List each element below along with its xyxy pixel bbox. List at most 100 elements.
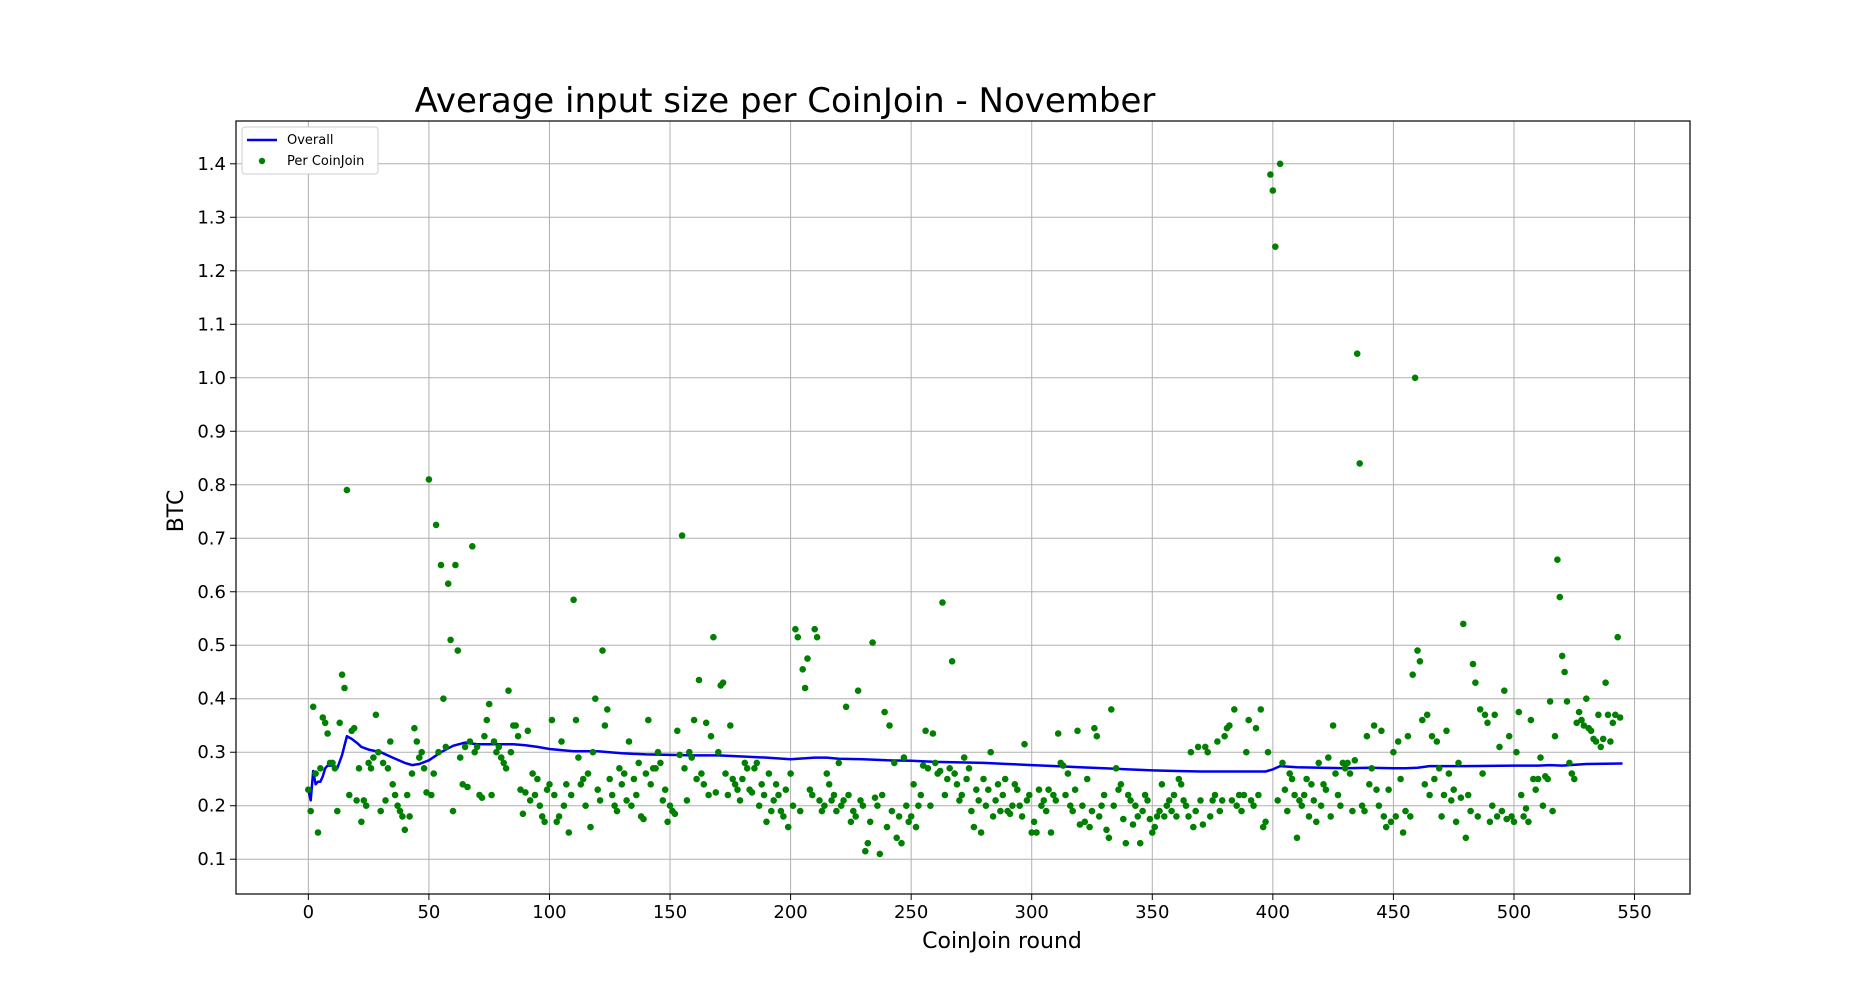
scatter-point: [1450, 786, 1457, 793]
scatter-point: [801, 684, 809, 692]
per-coinjoin-scatter-series: [305, 160, 1624, 858]
scatter-point: [1452, 818, 1460, 826]
scatter-point: [317, 765, 324, 772]
scatter-point: [657, 759, 664, 767]
scatter-point: [1513, 748, 1520, 756]
scatter-point: [1356, 460, 1363, 467]
x-axis-ticks: 0 50 100 150 200 250 300 350 400 450 500 550: [303, 894, 1652, 923]
scatter-point: [1238, 807, 1245, 815]
scatter-point: [1194, 743, 1202, 751]
scatter-point: [616, 765, 623, 772]
scatter-point: [1204, 748, 1211, 756]
scatter-point: [780, 813, 787, 820]
scatter-point: [1255, 791, 1262, 799]
x-tick-label: 100: [532, 902, 566, 923]
scatter-point: [1211, 791, 1219, 799]
scatter-point: [1009, 802, 1016, 809]
scatter-point: [722, 770, 729, 777]
scatter-point: [377, 807, 385, 815]
scatter-point: [442, 743, 450, 751]
scatter-point: [695, 676, 703, 684]
scatter-point: [1153, 813, 1161, 820]
scatter-point: [1091, 724, 1098, 732]
scatter-point: [1587, 727, 1595, 735]
scatter-point: [835, 759, 843, 767]
y-tick-label: 1.4: [197, 154, 226, 175]
scatter-point: [428, 791, 435, 799]
y-tick-label: 0.6: [197, 582, 226, 603]
scatter-point: [416, 754, 423, 761]
scatter-point: [623, 797, 630, 804]
scatter-point: [1346, 770, 1354, 777]
scatter-point: [1390, 748, 1397, 756]
scatter-point: [1264, 748, 1272, 756]
scatter-point: [1149, 829, 1156, 836]
scatter-point: [1216, 807, 1224, 815]
legend-overall-label: Overall: [287, 133, 333, 148]
scatter-point: [929, 730, 937, 737]
scatter-point: [555, 813, 563, 820]
scatter-point: [604, 706, 611, 713]
scatter-point: [531, 791, 539, 799]
scatter-point: [524, 727, 532, 735]
scatter-point: [999, 791, 1007, 799]
scatter-point: [671, 810, 679, 818]
scatter-point: [307, 807, 315, 815]
scatter-point: [845, 791, 852, 799]
scatter-point: [794, 633, 802, 641]
scatter-point: [1525, 818, 1532, 826]
scatter-point: [1435, 765, 1443, 772]
scatter-point: [859, 802, 867, 809]
scatter-point: [1067, 802, 1074, 809]
scatter-point: [1498, 807, 1506, 815]
scatter-point: [628, 802, 635, 809]
scatter-point: [1279, 759, 1286, 767]
scatter-point: [1274, 797, 1281, 804]
scatter-point: [1341, 765, 1349, 772]
scatter-point: [1038, 802, 1045, 809]
scatter-point: [334, 807, 341, 815]
scatter-point: [1083, 775, 1091, 783]
scatter-point: [1517, 791, 1525, 799]
scatter-point: [946, 765, 953, 772]
scatter-point: [1464, 791, 1472, 799]
scatter-point: [403, 791, 411, 799]
scatter-point: [1484, 719, 1491, 727]
scatter-point: [1197, 797, 1204, 804]
scatter-point: [432, 521, 440, 529]
scatter-point: [367, 765, 375, 772]
scatter-point: [430, 770, 438, 777]
scatter-point: [587, 823, 594, 831]
scatter-point: [1052, 797, 1060, 804]
scatter-point: [413, 738, 421, 745]
scatter-point: [379, 759, 387, 767]
scatter-point: [948, 658, 956, 665]
scatter-point: [599, 647, 606, 654]
scatter-point: [1190, 823, 1197, 831]
scatter-point: [1247, 797, 1255, 804]
scatter-point: [1059, 762, 1067, 769]
scatter-point: [1064, 770, 1072, 777]
scatter-point: [625, 738, 633, 745]
scatter-point: [635, 759, 642, 767]
scatter-point: [1503, 815, 1510, 823]
scatter-point: [1337, 802, 1344, 809]
overall-line: [307, 734, 1623, 802]
scatter-point: [1479, 770, 1486, 777]
x-tick-label: 50: [417, 902, 440, 923]
scatter-point: [1438, 813, 1445, 820]
scatter-point: [905, 818, 912, 826]
scatter-point: [787, 770, 794, 777]
scatter-point: [975, 797, 982, 804]
scatter-point: [1303, 775, 1310, 783]
scatter-point: [522, 789, 529, 796]
scatter-point: [688, 754, 695, 761]
scatter-point: [970, 823, 978, 831]
scatter-point: [965, 765, 973, 772]
scatter-point: [343, 486, 351, 494]
scatter-point: [567, 791, 575, 799]
scatter-point: [1276, 160, 1284, 168]
scatter-point: [1054, 730, 1062, 737]
scatter-point: [1206, 813, 1214, 820]
scatter-point: [1394, 738, 1402, 745]
